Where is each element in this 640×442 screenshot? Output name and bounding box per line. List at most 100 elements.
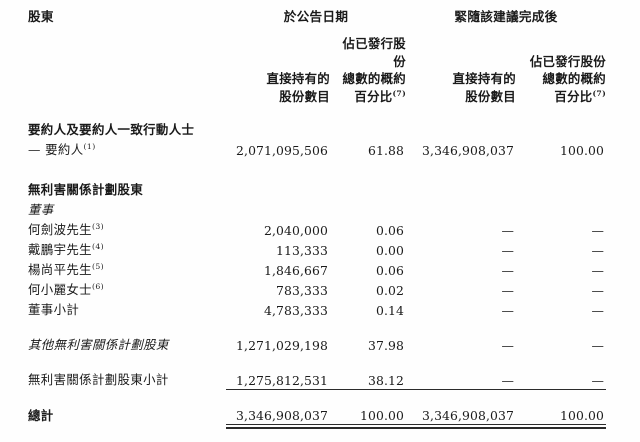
cell-shares-announcement: 1,275,812,531	[226, 369, 330, 390]
cell-shares-announcement: 2,071,095,506	[236, 143, 328, 159]
cell-shares-announcement: 4,783,333	[264, 303, 328, 319]
cell-pct-completion: —	[591, 223, 604, 239]
header-col4-footnote: (7)	[592, 88, 606, 98]
header-group-announcement: 於公告日期	[283, 9, 349, 24]
header-col4-line2: 總數的概約	[542, 71, 606, 87]
header-col4-line3-text: 百分比	[554, 88, 593, 104]
cell-shares-completion: 3,346,908,037	[406, 404, 516, 430]
table-row: — 要約人(1) 2,071,095,506 61.88 3,346,908,0…	[28, 139, 606, 159]
header-col2-line3-text: 百分比	[354, 88, 393, 104]
cell-shares-completion: —	[501, 263, 514, 279]
cell-shares-completion: —	[501, 303, 514, 319]
cell-pct-completion: —	[591, 303, 604, 319]
spacer-cell	[516, 199, 606, 219]
spacer-cell	[406, 179, 516, 199]
header-col1-line3: 股份數目	[226, 88, 330, 117]
row-label-total: 總計	[28, 407, 54, 423]
cell-shares-announcement: 1,271,029,198	[236, 338, 328, 354]
header-col3-line3-text: 股份數目	[465, 88, 516, 104]
row-label-text: 何小麗女士	[28, 282, 92, 298]
row-label-director-1: 何劍波先生(3)	[28, 219, 226, 239]
header-col3-line2: 直接持有的	[452, 71, 516, 87]
cell-pct-announcement: 0.06	[376, 263, 404, 279]
spacer-cell	[226, 199, 330, 219]
spacer-cell	[406, 199, 516, 219]
cell-shares-completion: —	[501, 283, 514, 299]
table-row-total: 總計 3,346,908,037 100.00 3,346,908,037 10…	[28, 404, 606, 430]
header-subline-3: 股份數目 百分比(7) 股份數目 百分比(7)	[28, 88, 606, 117]
row-label-text: 楊尚平先生	[28, 262, 92, 278]
section-title-row-offeror: 要約人及要約人一致行動人士	[28, 116, 606, 139]
row-gap	[28, 354, 606, 369]
table-row: 楊尚平先生(5) 1,846,667 0.06 — —	[28, 259, 606, 279]
cell-shares-completion: —	[406, 369, 516, 390]
cell-shares-announcement: 113,333	[276, 243, 328, 259]
header-col2-line2: 總數的概約	[342, 71, 406, 87]
section-subtitle-row-directors: 董事	[28, 199, 606, 219]
cell-shares-completion: —	[501, 223, 514, 239]
header-group-completion: 緊隨該建議完成後	[454, 9, 558, 24]
header-col4-line1: 佔已發行股份	[529, 53, 606, 69]
row-label-text: — 要約人	[28, 142, 84, 158]
section-title-offeror: 要約人及要約人一致行動人士	[28, 122, 195, 138]
cell-pct-completion: 100.00	[516, 404, 606, 430]
spacer-cell	[516, 116, 606, 139]
spacer-cell	[330, 179, 406, 199]
cell-shares-completion: —	[501, 243, 514, 259]
table-row-directors-subtotal: 董事小計 4,783,333 0.14 — —	[28, 299, 606, 319]
header-col1-line2: 直接持有的	[266, 71, 330, 87]
header-col1-line1	[226, 27, 330, 70]
cell-pct-completion: —	[516, 369, 606, 390]
row-label-directors-subtotal: 董事小計	[28, 299, 226, 319]
row-label-text: 董事小計	[28, 302, 80, 318]
row-footnote: (6)	[91, 282, 105, 292]
header-col3-line1	[406, 27, 516, 70]
header-subline-1: 佔已發行股份 佔已發行股份	[28, 27, 606, 70]
header-col2-line3: 百分比(7)	[330, 88, 406, 117]
row-label-director-2: 戴鵬宇先生(4)	[28, 239, 226, 259]
table-row-other-shareholders: 其他無利害關係計劃股東 1,271,029,198 37.98 — —	[28, 334, 606, 354]
section-title-disinterested: 無利害關係計劃股東	[28, 182, 144, 198]
row-label-text: 何劍波先生	[28, 222, 92, 238]
header-col1-line3-text: 股份數目	[279, 88, 330, 104]
header-subline-2: 直接持有的 總數的概約 直接持有的 總數的概約	[28, 70, 606, 88]
header-shareholder: 股東	[28, 9, 54, 24]
row-label-director-4: 何小麗女士(6)	[28, 279, 226, 299]
cell-pct-announcement: 38.12	[330, 369, 406, 390]
row-gap	[28, 319, 606, 334]
cell-shares-announcement: 1,846,667	[264, 263, 328, 279]
row-footnote: (3)	[91, 222, 105, 232]
table-row: 何小麗女士(6) 783,333 0.02 — —	[28, 279, 606, 299]
cell-pct-completion: —	[591, 263, 604, 279]
cell-pct-announcement: 0.06	[376, 223, 404, 239]
section-subtitle-directors: 董事	[28, 202, 54, 218]
cell-pct-announcement: 100.00	[330, 404, 406, 430]
row-footnote: (5)	[91, 262, 105, 272]
header-col3-line3: 股份數目	[406, 88, 516, 117]
spacer-cell	[516, 179, 606, 199]
row-footnote: (1)	[83, 142, 96, 152]
cell-pct-announcement: 37.98	[368, 338, 404, 354]
cell-pct-announcement: 0.00	[376, 243, 404, 259]
cell-pct-completion: —	[591, 338, 604, 354]
row-gap	[28, 389, 606, 405]
row-label-subtotal: 無利害關係計劃股東小計	[28, 372, 169, 388]
cell-pct-announcement: 0.14	[376, 303, 404, 319]
spacer-cell	[330, 116, 406, 139]
spacer-cell	[406, 116, 516, 139]
shareholding-table: 股東 於公告日期 緊隨該建議完成後 佔已發行股份 佔已發行股份 直接持有的 總數…	[28, 6, 606, 430]
cell-pct-completion: —	[591, 243, 604, 259]
row-label-text: 戴鵬宇先生	[28, 242, 92, 258]
cell-shares-completion: —	[501, 338, 514, 354]
cell-shares-completion: 3,346,908,037	[422, 143, 514, 159]
cell-shares-announcement: 783,333	[276, 283, 328, 299]
cell-pct-completion: —	[591, 283, 604, 299]
cell-pct-announcement: 0.02	[376, 283, 404, 299]
header-spacer-3	[28, 88, 226, 117]
table-row: 何劍波先生(3) 2,040,000 0.06 — —	[28, 219, 606, 239]
header-col4-line3: 百分比(7)	[516, 88, 606, 117]
table-header: 股東 於公告日期 緊隨該建議完成後 佔已發行股份 佔已發行股份 直接持有的 總數…	[28, 6, 606, 116]
header-spacer-1	[28, 27, 226, 70]
row-label-offeror: — 要約人(1)	[28, 139, 226, 159]
